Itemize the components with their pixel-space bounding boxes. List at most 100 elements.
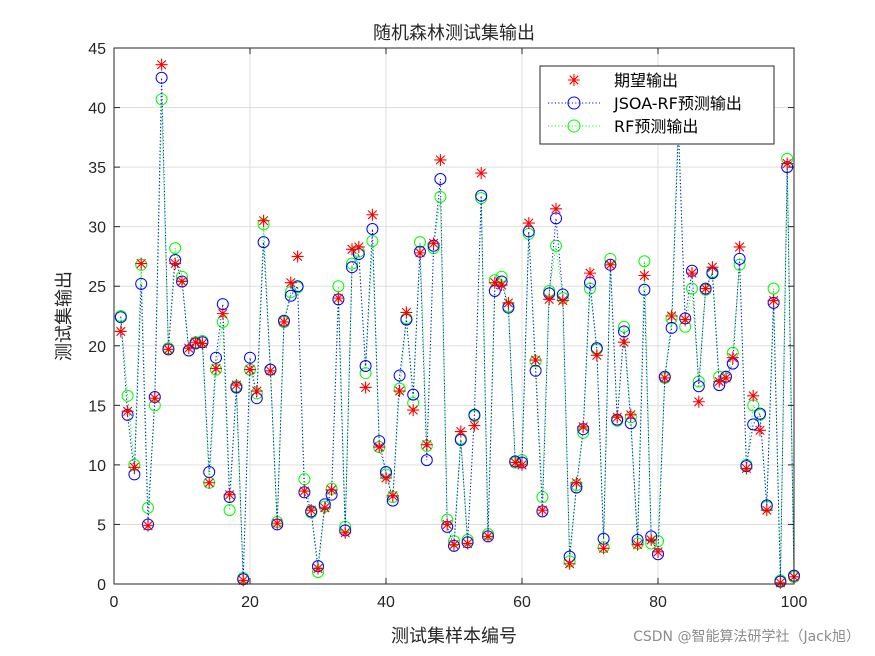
data-point <box>536 491 549 504</box>
data-point <box>223 504 236 517</box>
data-point <box>509 456 522 469</box>
data-point <box>488 276 501 289</box>
data-point <box>393 385 406 398</box>
data-point <box>577 420 590 433</box>
data-point <box>482 530 494 543</box>
data-point <box>189 336 202 349</box>
data-point <box>461 537 474 550</box>
watermark: CSDN @智能算法研学社（Jack旭） <box>633 629 860 645</box>
data-point <box>665 321 678 334</box>
legend: 期望输出 JSOA-RF预测输出 RF预测输出 <box>539 65 775 145</box>
data-point <box>665 310 678 322</box>
data-point <box>318 501 331 514</box>
data-point <box>400 306 413 319</box>
data-point <box>244 363 256 376</box>
data-point <box>468 419 481 432</box>
data-point <box>767 282 780 295</box>
data-point <box>747 418 760 431</box>
data-point <box>618 320 630 333</box>
data-point <box>516 458 528 471</box>
data-point <box>346 243 358 256</box>
data-point <box>366 223 379 236</box>
data-point <box>291 280 304 293</box>
data-point <box>216 307 229 320</box>
data-point <box>135 277 148 290</box>
data-point <box>448 538 460 551</box>
data-point <box>223 488 236 501</box>
data-point <box>359 367 372 380</box>
y-axis-label: 测试集输出 <box>54 271 75 361</box>
data-point <box>380 471 392 484</box>
chart-title: 随机森林测试集输出 <box>373 23 535 44</box>
x-axis-label: 测试集样本编号 <box>391 626 517 647</box>
data-point <box>244 351 256 364</box>
data-point <box>169 257 182 270</box>
data-point <box>155 71 168 84</box>
data-point <box>169 242 182 255</box>
data-point <box>121 405 134 418</box>
data-point <box>339 526 352 539</box>
data-point <box>631 538 644 551</box>
data-point <box>692 375 705 388</box>
y-tick-label: 40 <box>88 101 106 118</box>
data-point <box>543 293 556 306</box>
data-point <box>781 157 794 170</box>
legend-label: 期望输出 <box>614 71 678 90</box>
x-tick-label: 100 <box>781 594 808 611</box>
data-point <box>284 276 297 289</box>
data-point <box>346 261 358 274</box>
data-point <box>686 267 698 280</box>
data-point <box>624 408 637 421</box>
data-point <box>155 58 168 71</box>
data-point <box>618 336 630 349</box>
data-point <box>135 257 148 270</box>
data-point <box>638 283 651 296</box>
data-point <box>182 342 195 355</box>
legend-label: RF预测输出 <box>614 117 698 136</box>
legend-marker <box>567 96 581 110</box>
data-point <box>121 389 134 402</box>
data-point <box>332 280 345 293</box>
data-point <box>257 214 270 227</box>
data-point <box>720 371 732 384</box>
data-point <box>679 313 692 326</box>
x-tick-label: 80 <box>649 594 667 611</box>
data-point <box>563 557 576 570</box>
data-point <box>740 462 753 475</box>
data-point <box>278 315 290 328</box>
data-point <box>407 388 420 401</box>
data-point <box>434 173 447 186</box>
data-point <box>284 289 297 302</box>
data-point <box>203 476 216 489</box>
data-point <box>441 518 454 531</box>
data-point <box>454 425 467 438</box>
data-point <box>692 395 705 408</box>
legend-entry: JSOA-RF预测输出 <box>548 94 742 113</box>
data-point <box>536 504 549 517</box>
data-point <box>550 239 562 252</box>
data-point <box>570 476 583 489</box>
data-point <box>298 485 311 498</box>
data-point <box>162 343 175 356</box>
data-point <box>747 389 760 402</box>
data-point <box>386 489 399 502</box>
y-tick-label: 15 <box>88 398 106 415</box>
data-point <box>733 240 746 253</box>
y-tick-label: 0 <box>97 577 106 594</box>
data-point <box>604 258 617 271</box>
data-point <box>733 252 746 265</box>
data-point <box>584 267 596 280</box>
data-point <box>250 385 263 398</box>
legend-marker <box>567 119 581 133</box>
data-point <box>359 360 372 373</box>
data-point <box>359 381 372 394</box>
data-point <box>638 269 651 282</box>
data-point <box>332 292 345 305</box>
data-point <box>237 574 250 587</box>
data-point <box>346 257 358 270</box>
data-point <box>434 190 447 203</box>
legend-marker <box>568 74 580 86</box>
data-point <box>271 517 284 530</box>
data-point <box>257 236 270 249</box>
